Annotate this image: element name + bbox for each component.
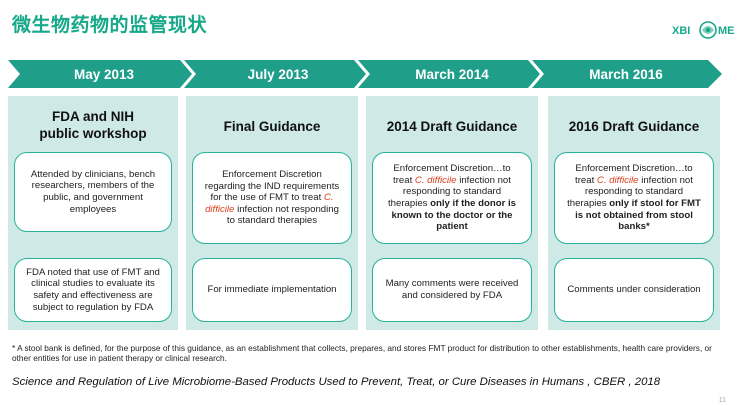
outcome-card: Many comments were received and consider… bbox=[372, 258, 532, 322]
condition-text: only if the donor is known to the doctor… bbox=[391, 198, 516, 233]
logo-text-left: XBI bbox=[672, 25, 690, 37]
outcome-card: FDA noted that use of FMT and clinical s… bbox=[14, 258, 172, 322]
logo-mark-icon bbox=[699, 21, 717, 39]
column-2016-draft: 2016 Draft Guidance Enforcement Discreti… bbox=[548, 96, 720, 330]
event-card: Enforcement Discretion…to treat C. diffi… bbox=[372, 152, 532, 244]
column-heading-line1: FDA and NIH bbox=[52, 109, 134, 124]
event-card: Enforcement Discretion…to treat C. diffi… bbox=[554, 152, 714, 244]
xbiome-logo: XBI ME bbox=[672, 16, 734, 44]
citation: Science and Regulation of Live Microbiom… bbox=[12, 376, 661, 388]
event-card: Enforcement Discretion regarding the IND… bbox=[192, 152, 352, 244]
timeline-date-1: May 2013 bbox=[74, 67, 135, 82]
timeline-arrows: May 2013 July 2013 March 2014 March 2016 bbox=[8, 60, 722, 88]
column-heading-line2: public workshop bbox=[39, 126, 147, 141]
card-text: FDA noted that use of FMT and clinical s… bbox=[26, 266, 160, 313]
organism-name: C. difficile bbox=[414, 174, 457, 186]
timeline-arrow-1 bbox=[8, 60, 192, 88]
timeline-date-3: March 2014 bbox=[415, 67, 489, 82]
logo-text-right: ME bbox=[718, 25, 734, 37]
column-2014-draft: 2014 Draft Guidance Enforcement Discreti… bbox=[366, 96, 538, 330]
card-text: Many comments were received and consider… bbox=[385, 278, 519, 301]
organism-name: C. difficile bbox=[205, 192, 334, 215]
card-text: Enforcement Discretion regarding the IND… bbox=[204, 169, 340, 227]
card-text: Comments under consideration bbox=[567, 284, 701, 296]
slide-title: 微生物药物的监管现状 bbox=[12, 14, 208, 36]
column-heading: FDA and NIH public workshop bbox=[8, 108, 178, 142]
condition-text: only if stool for FMT is not obtained fr… bbox=[575, 198, 701, 233]
card-text: For immediate implementation bbox=[207, 284, 337, 296]
timeline-date-2: July 2013 bbox=[248, 67, 309, 82]
column-heading: 2016 Draft Guidance bbox=[568, 119, 700, 134]
column-final-guidance: Final Guidance Enforcement Discretion re… bbox=[186, 96, 358, 330]
organism-name: C. difficile bbox=[596, 174, 639, 186]
outcome-card: For immediate implementation bbox=[192, 258, 352, 322]
event-card: Attended by clinicians, bench researcher… bbox=[14, 152, 172, 232]
footnote: * A stool bank is defined, for the purpo… bbox=[12, 343, 712, 364]
page-number: 11 bbox=[718, 397, 726, 404]
column-heading: Final Guidance bbox=[223, 119, 321, 134]
card-text: Enforcement Discretion…to treat C. diffi… bbox=[567, 163, 701, 233]
timeline-arrow-3 bbox=[358, 60, 540, 88]
timeline-date-4: March 2016 bbox=[589, 67, 663, 82]
timeline-arrow-2 bbox=[184, 60, 366, 88]
timeline-arrow-4 bbox=[532, 60, 722, 88]
column-heading: 2014 Draft Guidance bbox=[386, 119, 518, 134]
column-workshop: FDA and NIH public workshop Attended by … bbox=[8, 96, 178, 330]
card-text: Enforcement Discretion…to treat C. diffi… bbox=[388, 163, 516, 233]
card-text: Attended by clinicians, bench researcher… bbox=[30, 168, 156, 215]
outcome-card: Comments under consideration bbox=[554, 258, 714, 322]
